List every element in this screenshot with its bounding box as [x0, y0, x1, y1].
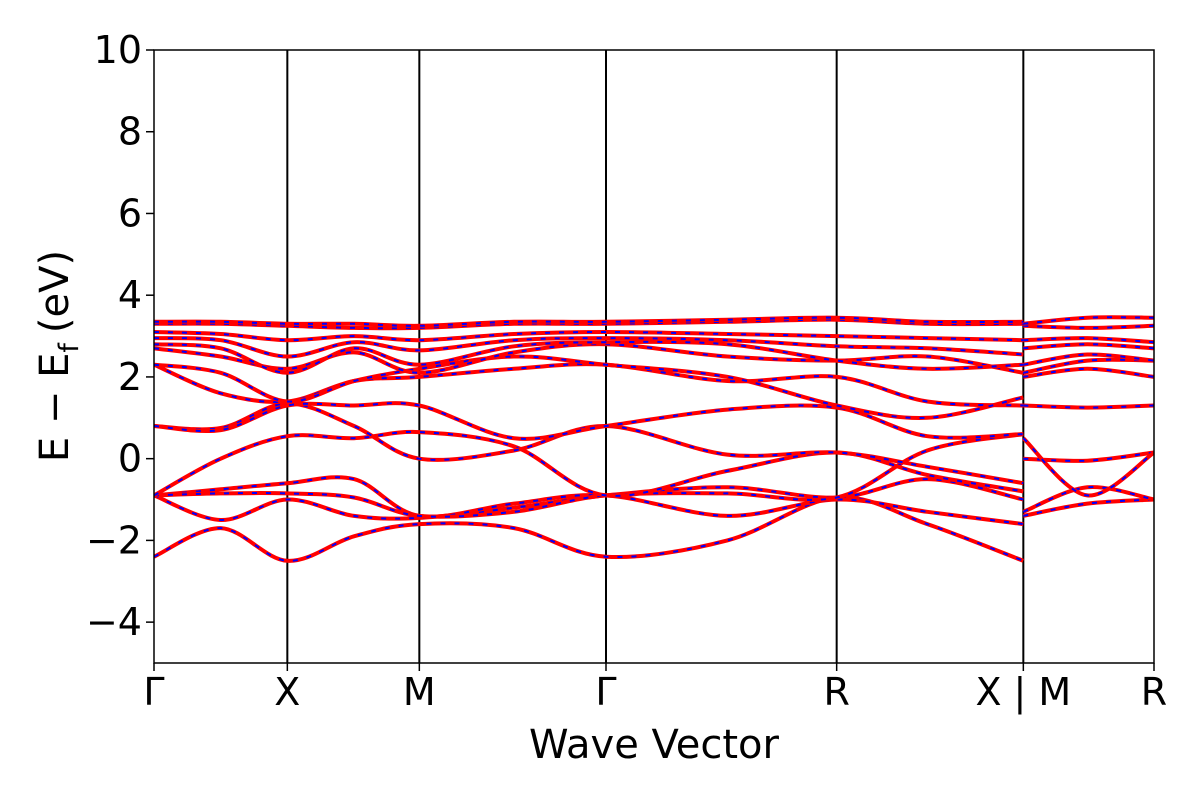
- x-axis-ticks: Γ X M Γ R X | M R: [143, 663, 1167, 715]
- band-line-blue: [1023, 343, 1154, 350]
- band-line-blue: [1023, 337, 1154, 344]
- band-line-red: [154, 330, 1024, 343]
- x-tick-label: X | M: [975, 670, 1071, 715]
- x-axis-title: Wave Vector: [529, 722, 780, 768]
- band-line-blue: [1023, 316, 1154, 325]
- band-line-red: [1023, 403, 1154, 410]
- band-line-blue: [1023, 498, 1154, 517]
- y-tick-label: 6: [118, 191, 142, 235]
- band-line-blue: [154, 402, 1024, 485]
- band-line-blue: [154, 355, 1024, 419]
- band-line-blue: [1023, 367, 1154, 378]
- band-line-blue: [1022, 486, 1154, 513]
- band-line-blue: [154, 343, 1024, 374]
- x-tick-label: X: [274, 670, 300, 714]
- y-tick-label: 10: [94, 28, 142, 72]
- y-axis-title-unit: (eV): [32, 250, 78, 333]
- band-line-blue: [154, 316, 1024, 327]
- band-line-blue: [154, 340, 1024, 374]
- y-axis-title-main: E − E: [32, 353, 78, 463]
- band-line-blue: [154, 402, 1024, 440]
- band-line-red: [1023, 323, 1154, 330]
- band-line-blue: [154, 337, 1024, 358]
- y-axis-title: E − Ef (eV): [32, 250, 85, 462]
- y-tick-label: 2: [118, 355, 142, 399]
- y-axis-ticks: −4 −2 0 2 4 6 8 10: [86, 28, 154, 644]
- band-lines: [154, 315, 1154, 563]
- x-tick-label: M: [403, 670, 436, 714]
- band-line-blue: [154, 363, 1024, 407]
- band-line-blue: [154, 476, 1024, 526]
- band-line-blue: [1022, 437, 1154, 497]
- y-tick-label: 0: [118, 437, 142, 481]
- plot-background: [154, 50, 1154, 663]
- band-line-blue: [1023, 451, 1154, 462]
- x-tick-label: R: [1141, 670, 1167, 714]
- band-line-blue: [1023, 353, 1154, 366]
- band-line-blue: [1023, 324, 1154, 329]
- x-tick-label: R: [823, 670, 849, 714]
- y-tick-label: 4: [118, 273, 142, 317]
- band-line-blue: [1023, 404, 1154, 409]
- y-tick-label: 8: [118, 110, 142, 154]
- y-tick-label: −4: [86, 600, 142, 644]
- band-line-blue: [154, 478, 1024, 522]
- plot-frame: [153, 49, 1155, 664]
- y-tick-label: −2: [86, 518, 142, 562]
- band-line-red: [154, 432, 1024, 519]
- y-axis-title-subscript: f: [54, 342, 85, 353]
- x-tick-label: Γ: [143, 670, 164, 714]
- x-tick-label: Γ: [595, 670, 616, 714]
